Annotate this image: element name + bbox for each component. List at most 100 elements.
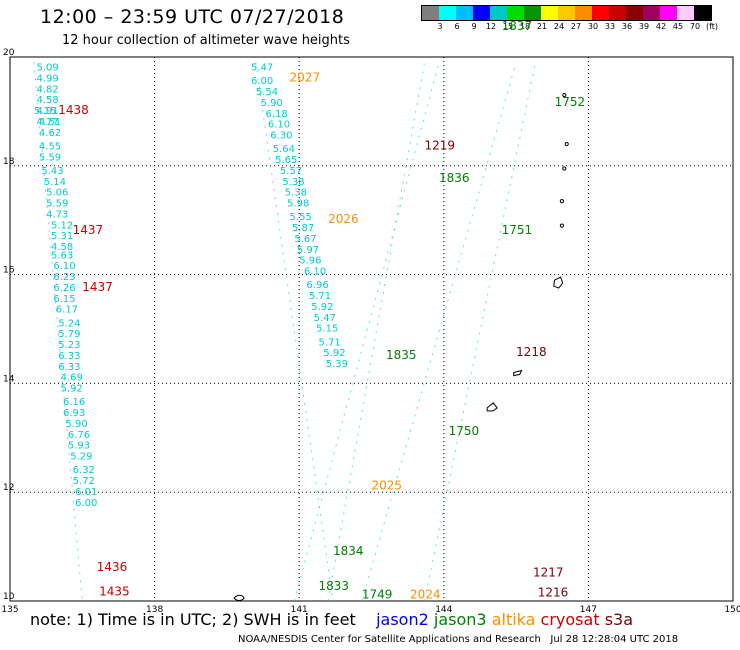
wave-height-labels: 5.094.994.824.584.914.775.154.514.624.55…: [34, 63, 348, 509]
pass-time-label: 1438: [58, 103, 89, 117]
legend-note: note: 1) Time is in UTC; 2) SWH is in fe…: [30, 610, 633, 629]
pass-time-labels: 1438 1437 1437 1436 1435 2027 2026 2025 2024 1837…: [58, 19, 585, 601]
x-tick-label: 150: [724, 605, 740, 615]
swh-value: 5.47: [314, 313, 336, 324]
swh-value: 6.33: [58, 351, 80, 362]
pass-time-label: 1437: [73, 223, 104, 237]
pass-time-label: 1435: [99, 585, 130, 599]
pass-time-label: 2026: [328, 212, 359, 226]
swh-value: 5.43: [41, 166, 63, 177]
swh-value: 4.99: [37, 73, 59, 84]
colorbar-label: 15: [502, 22, 514, 31]
swh-value: 5.98: [287, 199, 309, 210]
swh-value: 5.12: [51, 220, 73, 231]
x-tick-label: 144: [435, 605, 452, 615]
y-tick-label: 12: [3, 483, 14, 493]
colorbar-label: 30: [587, 22, 599, 31]
swh-value: 5.38: [282, 177, 304, 188]
note-text: note: 1) Time is in UTC; 2) SWH is in fe…: [30, 610, 377, 629]
colorbar-labels: 3 6 9 12 15 18 21 24 27 30 33 36 39 42 45 70 (ft): [421, 22, 740, 36]
colorbar-swatch: [541, 6, 558, 20]
colorbar-label: 33: [604, 22, 616, 31]
colorbar-label: 45: [672, 22, 684, 31]
swh-value: 5.29: [70, 452, 92, 463]
colorbar-label: 9: [471, 22, 477, 31]
swh-value: 5.64: [273, 144, 295, 155]
x-tick-label: 147: [580, 605, 597, 615]
island-outline: [513, 369, 523, 377]
swh-value: 5.90: [261, 98, 283, 109]
colorbar-label: 27: [570, 22, 582, 31]
swh-value: 6.33: [58, 362, 80, 373]
colorbar-swatch: [694, 6, 711, 20]
colorbar-label: 3: [437, 22, 443, 31]
ground-track: [327, 62, 426, 602]
swh-value: 5.97: [297, 245, 319, 256]
island-outline: [562, 166, 567, 171]
swh-value: 5.92: [61, 384, 83, 395]
colorbar-swatch: [575, 6, 592, 20]
swh-value: 4.62: [39, 128, 61, 139]
pass-time-label: 2027: [290, 70, 321, 84]
legend-altika: altika: [491, 610, 536, 629]
pass-time-label: 1751: [502, 223, 533, 237]
swh-value: 5.90: [65, 419, 87, 430]
colorbar-label: 39: [638, 22, 650, 31]
swh-value: 4.58: [37, 95, 59, 106]
y-tick-label: 20: [3, 48, 15, 58]
swh-value: 5.15: [34, 106, 56, 117]
swh-value: 5.38: [285, 188, 307, 199]
island-outline: [486, 402, 498, 412]
swh-value: 6.01: [75, 487, 97, 498]
swh-value: 5.93: [68, 441, 90, 452]
pass-time-label: 1437: [82, 280, 113, 294]
colorbar-swatch: [609, 6, 626, 20]
x-tick-label: 138: [146, 605, 163, 615]
map-frame: [9, 56, 734, 602]
swh-value: 6.16: [63, 397, 85, 408]
pass-time-label: 1219: [425, 138, 456, 152]
island-outline: [553, 276, 564, 289]
swh-value: 6.76: [68, 430, 90, 441]
swh-value: 6.00: [251, 76, 273, 87]
swh-value: 6.30: [270, 131, 292, 142]
swh-value: 5.14: [44, 177, 66, 188]
swh-value: 5.31: [51, 231, 73, 242]
island-outlines: [233, 92, 569, 602]
colorbar-swatch: [422, 6, 439, 20]
swh-value: 5.54: [256, 87, 278, 98]
swh-value: 5.15: [316, 324, 338, 335]
colorbar-label: 18: [519, 22, 531, 31]
legend-cryosat: cryosat: [540, 610, 600, 629]
swh-value: 4.58: [51, 242, 73, 253]
island-outline: [562, 92, 567, 98]
colorbar-label: 12: [485, 22, 497, 31]
map-gridlines: [10, 57, 733, 601]
colorbar-swatch: [456, 6, 473, 20]
colorbar-swatch: [558, 6, 575, 20]
satellite-tracks: [33, 62, 536, 602]
y-tick-label: 10: [3, 592, 15, 602]
swh-value: 5.55: [290, 212, 312, 223]
swh-value: 5.67: [294, 234, 316, 245]
y-tick-label: 16: [3, 266, 15, 276]
colorbar-swatch: [643, 6, 660, 20]
pass-time-label: 1217: [533, 566, 564, 580]
swh-value: 5.24: [58, 318, 80, 329]
colorbar-label: 70: [689, 22, 701, 31]
swh-value: 4.91: [37, 106, 59, 117]
swh-value: 5.63: [51, 250, 73, 261]
colorbar-swatch: [626, 6, 643, 20]
colorbar-swatch: [524, 6, 541, 20]
legend-jason3: jason3: [433, 610, 487, 629]
map-border: [9, 56, 734, 602]
pass-time-label: 1834: [333, 544, 364, 558]
colorbar-swatch: [660, 6, 677, 20]
colorbar-swatch: [677, 6, 694, 20]
pass-time-label: 1749: [362, 587, 393, 601]
swh-value: 6.10: [304, 267, 326, 278]
swh-value: 6.32: [73, 465, 95, 476]
swh-value: 5.09: [37, 63, 59, 74]
x-tick-label: 141: [291, 605, 308, 615]
x-tick-label: 135: [1, 605, 18, 615]
